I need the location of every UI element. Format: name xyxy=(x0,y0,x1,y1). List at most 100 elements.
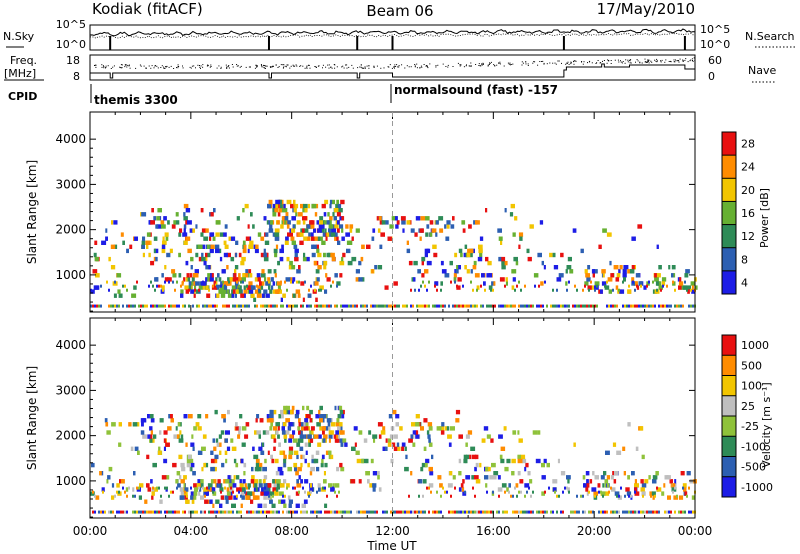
nave-dot xyxy=(494,65,496,67)
ground-scatter-cell xyxy=(590,304,592,308)
ground-scatter-cell xyxy=(210,510,212,514)
ground-scatter-cell xyxy=(192,510,194,514)
ground-scatter-cell xyxy=(362,304,364,308)
near-range-cell xyxy=(504,284,506,288)
range-gate-cell xyxy=(292,277,296,282)
range-gate-cell xyxy=(631,236,636,241)
ground-scatter-cell xyxy=(196,304,198,308)
range-gate-cell xyxy=(268,228,274,233)
range-gate-cell xyxy=(132,422,138,427)
range-gate-cell xyxy=(302,256,307,262)
cpid-label: CPID xyxy=(8,90,37,103)
range-gate-cell xyxy=(269,409,273,415)
range-gate-cell xyxy=(479,236,484,241)
range-gate-cell xyxy=(361,458,364,464)
range-gate-cell xyxy=(261,273,266,278)
near-range-cell xyxy=(688,486,690,490)
ground-scatter-cell xyxy=(386,304,388,308)
date-title: 17/May/2010 xyxy=(597,0,695,18)
ground-scatter-cell xyxy=(346,304,348,308)
range-gate-cell xyxy=(289,228,292,233)
range-gate-cell xyxy=(247,224,250,229)
ground-scatter-cell xyxy=(688,304,690,308)
range-gate-cell xyxy=(294,256,299,262)
ground-scatter-cell xyxy=(456,510,458,514)
range-gate-cell xyxy=(152,434,157,439)
xaxis-label: Time UT xyxy=(366,539,417,553)
nave-dot xyxy=(306,65,308,67)
range-gate-cell xyxy=(440,260,444,266)
range-gate-cell xyxy=(313,458,319,464)
range-gate-cell xyxy=(323,220,327,225)
range-gate-cell xyxy=(209,248,214,254)
range-gate-cell xyxy=(589,479,593,484)
range-gate-cell xyxy=(129,244,133,249)
range-gate-cell xyxy=(584,269,588,274)
near-range-cell xyxy=(518,280,520,284)
range-gate-cell xyxy=(198,483,203,488)
range-gate-cell xyxy=(321,240,326,245)
range-gate-cell xyxy=(288,438,293,443)
range-gate-cell xyxy=(149,434,153,439)
range-gate-cell xyxy=(669,479,673,484)
ground-scatter-cell xyxy=(358,510,360,514)
ground-scatter-cell xyxy=(600,510,602,514)
nave-dot xyxy=(435,66,437,68)
range-gate-cell xyxy=(390,458,394,464)
ground-scatter-cell xyxy=(480,510,482,514)
range-gate-cell xyxy=(140,418,146,423)
ground-scatter-cell xyxy=(540,304,542,308)
range-gate-cell xyxy=(211,285,217,290)
ground-scatter-cell xyxy=(256,510,258,514)
range-gate-cell xyxy=(295,503,300,508)
range-gate-cell xyxy=(302,454,305,460)
ground-scatter-cell xyxy=(450,510,452,514)
ground-scatter-cell xyxy=(690,304,692,308)
range-gate-cell xyxy=(207,273,212,278)
range-gate-cell xyxy=(529,479,533,484)
ground-scatter-cell xyxy=(458,510,460,514)
nave-dot xyxy=(157,67,159,69)
range-gate-cell xyxy=(328,438,331,443)
near-range-cell xyxy=(314,288,316,292)
range-gate-cell xyxy=(236,487,240,492)
range-gate-cell xyxy=(635,273,640,278)
range-gate-cell xyxy=(526,248,530,254)
nave-dot xyxy=(549,62,551,64)
range-gate-cell xyxy=(618,269,621,274)
near-range-cell xyxy=(642,494,644,498)
range-gate-cell xyxy=(268,285,271,290)
range-gate-cell xyxy=(423,446,427,451)
range-gate-cell xyxy=(304,228,309,233)
ground-scatter-cell xyxy=(140,510,142,514)
ground-scatter-cell xyxy=(542,304,544,308)
near-range-cell xyxy=(564,486,566,490)
range-gate-cell xyxy=(292,224,296,229)
ground-scatter-cell xyxy=(654,304,656,308)
range-gate-cell xyxy=(254,289,259,294)
range-gate-cell xyxy=(224,224,228,229)
range-gate-cell xyxy=(161,273,164,278)
range-gate-cell xyxy=(209,499,213,504)
nave-dot xyxy=(315,66,317,68)
range-gate-cell xyxy=(325,236,328,241)
ground-scatter-cell xyxy=(134,304,136,308)
range-gate-cell xyxy=(517,471,521,476)
range-gate-cell xyxy=(281,216,285,221)
near-range-cell xyxy=(574,284,576,288)
range-gate-cell xyxy=(253,495,258,500)
range-gate-cell xyxy=(396,220,400,225)
range-gate-cell xyxy=(323,434,328,439)
range-gate-cell xyxy=(339,216,344,221)
range-gate-cell xyxy=(177,483,181,488)
range-gate-cell xyxy=(619,289,625,294)
colorbar-tick-label: 1000 xyxy=(741,339,769,352)
ground-scatter-cell xyxy=(688,510,690,514)
range-gate-cell xyxy=(166,252,171,258)
near-range-cell xyxy=(604,284,606,288)
range-gate-cell xyxy=(370,458,374,464)
range-gate-cell xyxy=(306,414,311,419)
range-gate-cell xyxy=(317,228,322,233)
ground-scatter-cell xyxy=(268,304,270,308)
nave-dot xyxy=(648,62,650,64)
